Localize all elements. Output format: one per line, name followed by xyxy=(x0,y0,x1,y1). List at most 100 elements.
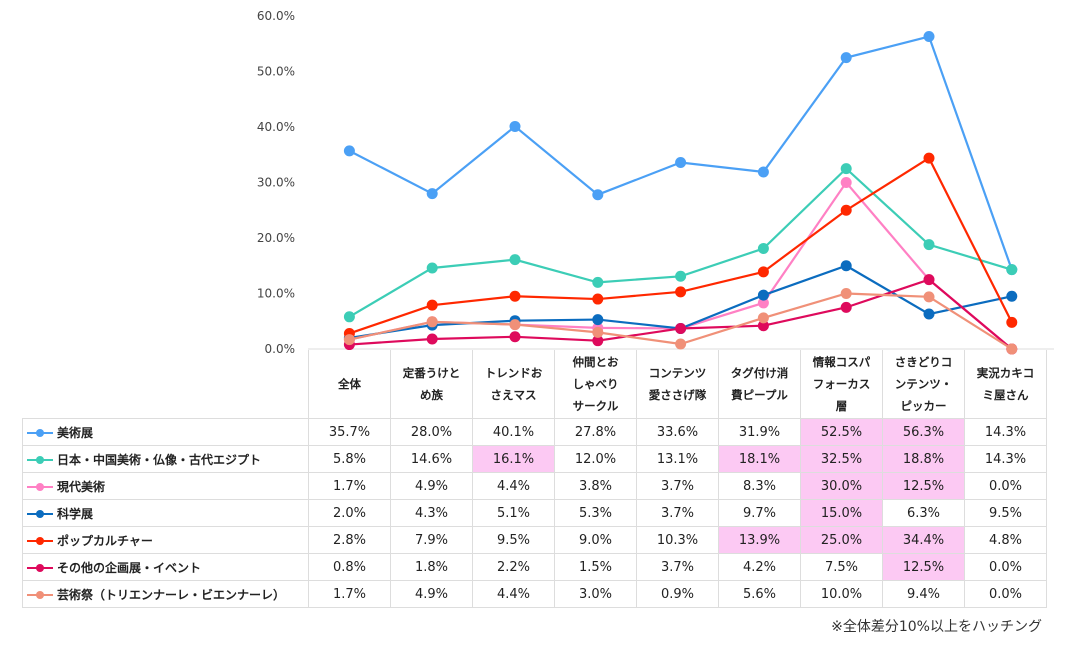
value-cell: 5.3% xyxy=(554,499,637,527)
value-cell: 33.6% xyxy=(636,418,719,446)
value-cell: 13.1% xyxy=(636,445,719,473)
series-name: 美術展 xyxy=(57,425,94,440)
data-point xyxy=(675,286,687,298)
data-point xyxy=(675,270,687,282)
category-header: コンテンツ 愛ささげ隊 xyxy=(636,350,719,419)
category-header: さきどりコ ンテンツ・ ピッカー xyxy=(882,350,965,419)
value-cell: 5.6% xyxy=(718,580,801,608)
category-label-line: タグ付け消 xyxy=(730,366,789,380)
category-label-line: さえマス xyxy=(490,388,537,402)
value-cell: 4.8% xyxy=(964,526,1047,554)
value-cell: 28.0% xyxy=(390,418,473,446)
data-point xyxy=(923,308,935,320)
category-header: 全体 xyxy=(308,350,391,419)
legend-cell: その他の企画展・イベント xyxy=(22,553,309,581)
data-point xyxy=(840,288,852,299)
value-cell: 56.3% xyxy=(882,418,965,446)
category-label-line: しゃべり xyxy=(572,377,619,391)
data-point xyxy=(592,326,604,338)
data-point xyxy=(757,320,769,332)
value-cell: 1.7% xyxy=(308,472,391,500)
data-point xyxy=(840,301,852,313)
category-label-line: トレンドお xyxy=(484,366,543,380)
table-row: ポップカルチャー 2.8% 7.9% 9.5% 9.0% 10.3% 13.9% 25.0% 3… xyxy=(22,526,1047,554)
data-point xyxy=(923,31,935,43)
value-cell: 4.3% xyxy=(390,499,473,527)
data-point xyxy=(923,291,935,303)
legend-marker-icon xyxy=(27,428,53,438)
value-cell: 3.0% xyxy=(554,580,637,608)
category-header: 情報コスパフォーカス層 xyxy=(800,350,883,419)
hatching-note: ※全体差分10%以上をハッチング xyxy=(831,619,1042,635)
header-row: 全体 定番うけと め族 トレンドおさえマス 仲間とお しゃべり サークル コンテンツ 愛ささげ隊… xyxy=(22,350,1047,419)
data-point xyxy=(509,120,521,132)
data-point xyxy=(426,262,438,274)
value-cell: 31.9% xyxy=(718,418,801,446)
legend-cell: 科学展 xyxy=(22,499,309,527)
value-cell: 12.5% xyxy=(882,553,965,581)
legend-cell: ポップカルチャー xyxy=(22,526,309,554)
category-label-line: 情報コスパ xyxy=(812,355,871,369)
value-cell: 7.9% xyxy=(390,526,473,554)
value-cell: 18.8% xyxy=(882,445,965,473)
series-line xyxy=(348,35,1013,271)
value-cell: 35.7% xyxy=(308,418,391,446)
value-cell: 14.6% xyxy=(390,445,473,473)
value-cell: 15.0% xyxy=(800,499,883,527)
line-chart: 0.0%10.0%20.0%30.0%40.0%50.0%60.0% xyxy=(257,9,1054,356)
value-cell: 0.9% xyxy=(636,580,719,608)
category-label-line: め族 xyxy=(420,388,443,402)
value-cell: 18.1% xyxy=(718,445,801,473)
data-point xyxy=(757,297,769,309)
value-cell: 2.2% xyxy=(472,553,555,581)
value-cell: 5.1% xyxy=(472,499,555,527)
data-point xyxy=(592,335,604,347)
value-cell: 3.8% xyxy=(554,472,637,500)
data-point xyxy=(923,239,935,251)
data-point xyxy=(426,188,438,200)
data-point xyxy=(592,314,604,326)
data-point xyxy=(675,338,687,350)
data-point xyxy=(675,157,687,169)
category-label-line: フォーカス xyxy=(812,377,871,391)
value-cell: 32.5% xyxy=(800,445,883,473)
value-cell: 1.5% xyxy=(554,553,637,581)
series-name: 日本・中国美術・仏像・古代エジプト xyxy=(57,452,262,467)
legend-cell: 美術展 xyxy=(22,418,309,446)
value-cell: 52.5% xyxy=(800,418,883,446)
data-point xyxy=(592,189,604,201)
table-row: 科学展 2.0% 4.3% 5.1% 5.3% 3.7% 9.7% 15.0% 6.3% 9.5% xyxy=(22,499,1047,527)
data-point xyxy=(592,276,604,288)
category-label-line: 層 xyxy=(835,399,848,413)
y-tick-label: 40.0% xyxy=(257,120,295,134)
data-point xyxy=(592,293,604,305)
series-name: 現代美術 xyxy=(57,479,106,494)
value-cell: 4.9% xyxy=(390,580,473,608)
legend-marker-icon xyxy=(27,455,53,465)
category-header: 仲間とお しゃべり サークル xyxy=(554,350,637,419)
legend-marker-icon xyxy=(27,563,53,573)
data-point xyxy=(923,274,935,286)
value-cell: 4.4% xyxy=(472,580,555,608)
value-cell: 10.0% xyxy=(800,580,883,608)
data-point xyxy=(757,266,769,278)
category-label-line: ピッカー xyxy=(900,399,947,413)
data-table: 全体 定番うけと め族 トレンドおさえマス 仲間とお しゃべり サークル コンテンツ 愛ささげ隊… xyxy=(22,350,1047,608)
value-cell: 0.0% xyxy=(964,580,1047,608)
legend-cell: 芸術祭（トリエンナーレ・ビエンナーレ） xyxy=(22,580,309,608)
data-point xyxy=(426,316,438,328)
corner-cell xyxy=(22,350,309,419)
data-point xyxy=(343,311,355,323)
value-cell: 12.0% xyxy=(554,445,637,473)
value-cell: 4.9% xyxy=(390,472,473,500)
y-tick-label: 10.0% xyxy=(257,287,295,301)
series-line xyxy=(349,156,1013,335)
data-point xyxy=(509,331,521,343)
category-header: 定番うけと め族 xyxy=(390,350,473,419)
category-label-line: 費ピープル xyxy=(731,388,788,402)
data-point xyxy=(426,299,438,311)
value-cell: 3.7% xyxy=(636,553,719,581)
value-cell: 14.3% xyxy=(964,418,1047,446)
data-point xyxy=(840,204,852,216)
value-cell: 4.2% xyxy=(718,553,801,581)
